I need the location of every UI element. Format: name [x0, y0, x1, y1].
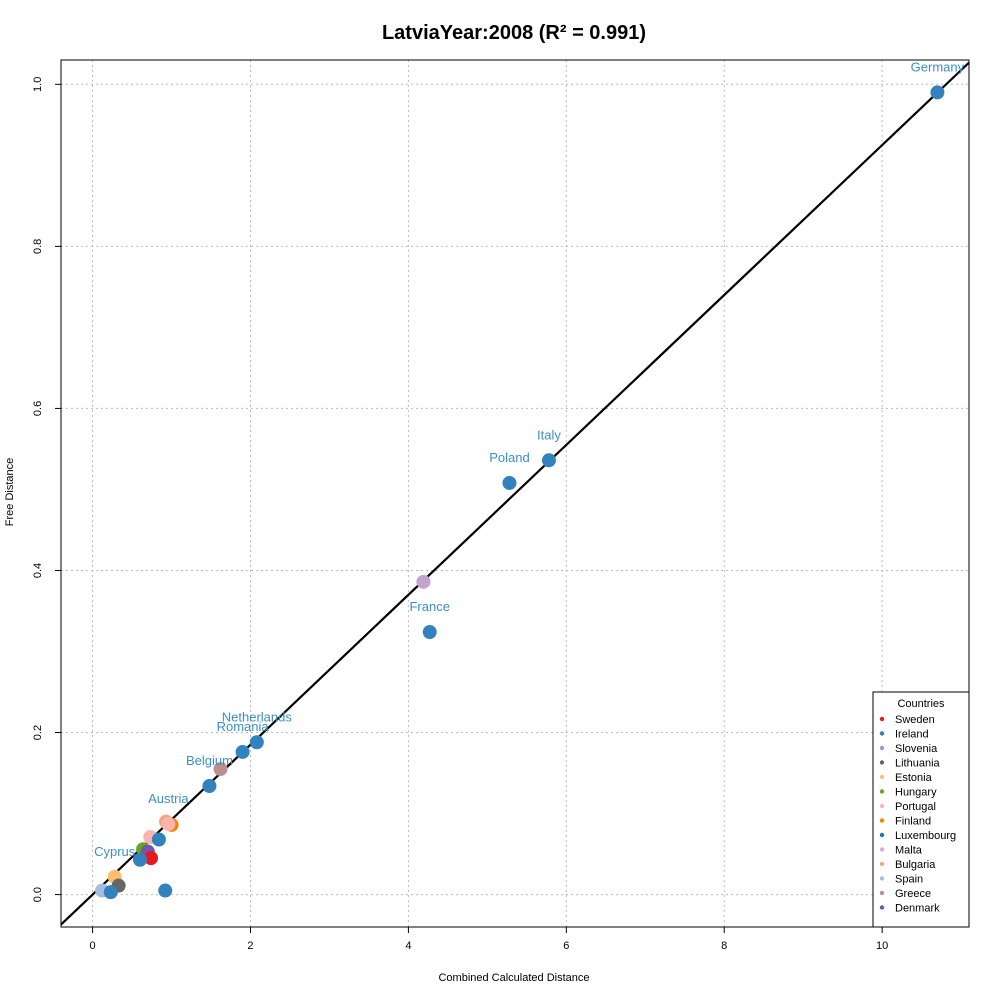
legend-entry: Greece [895, 888, 931, 900]
data-point [541, 453, 556, 468]
x-tick-label: 4 [405, 940, 411, 952]
data-point [502, 475, 517, 490]
grid-lines [61, 60, 969, 927]
legend-swatch [879, 774, 885, 780]
legend-swatch [879, 818, 885, 823]
y-tick-label: 0.2 [32, 725, 44, 740]
point-label: Cyprus [94, 844, 136, 859]
data-point [151, 832, 166, 847]
point-label: Poland [489, 450, 529, 465]
y-tick-label: 0.6 [32, 401, 44, 416]
legend-entry: Ireland [895, 729, 929, 741]
legend-swatch [879, 832, 885, 838]
legend-title: Countries [897, 698, 945, 710]
data-point [161, 817, 176, 832]
legend-swatch [879, 745, 885, 751]
legend-entry: Spain [895, 874, 923, 886]
point-label: Romania [217, 719, 270, 734]
data-point [930, 85, 945, 100]
data-point [235, 744, 250, 759]
x-tick-label: 6 [563, 940, 569, 952]
y-tick-label: 0.8 [32, 239, 44, 254]
data-point [132, 852, 147, 867]
legend-swatch [879, 760, 885, 765]
y-tick-label: 0.4 [32, 563, 44, 578]
legend-entry: Bulgaria [895, 859, 936, 871]
chart-title: LatviaYear:2008 (R² = 0.991) [382, 22, 646, 44]
legend: Countries Sweden Ireland Slovenia Lithuania… [872, 691, 970, 928]
legend-swatch [879, 905, 885, 910]
data-point [144, 851, 159, 866]
legend-entry: Slovenia [895, 743, 938, 755]
legend-entry: Sweden [895, 714, 935, 726]
y-tick-label: 1.0 [32, 77, 44, 92]
legend-swatch [879, 847, 885, 852]
legend-swatch [879, 789, 885, 794]
legend-entry: Malta [895, 845, 923, 857]
data-point [249, 735, 264, 750]
legend-swatch [879, 803, 885, 809]
legend-swatch [879, 716, 885, 722]
point-label: Belgium [186, 753, 233, 768]
legend-swatch [879, 731, 885, 736]
data-point [422, 625, 437, 640]
point-label: Italy [537, 427, 561, 442]
y-tick-label: 0.0 [32, 887, 44, 902]
x-tick-label: 2 [247, 940, 253, 952]
point-label: Netherlands [222, 709, 293, 724]
regression-line [60, 61, 970, 926]
fit-line [60, 61, 970, 926]
legend-entry: Estonia [895, 772, 933, 784]
point-label: Austria [148, 791, 189, 806]
data-point [158, 883, 173, 898]
legend-entry: Luxembourg [895, 830, 956, 842]
x-tick-label: 0 [90, 940, 96, 952]
data-points [95, 85, 945, 900]
legend-entry: Denmark [895, 903, 940, 915]
axes: 0 2 4 6 8 10 0.0 0.2 0.4 0.6 0.8 1.0 [32, 77, 888, 952]
legend-entry: Finland [895, 816, 931, 828]
legend-box [872, 691, 970, 928]
point-labels: Germany Italy Poland France NetherlandsRoman… [94, 59, 965, 858]
legend-swatch [879, 876, 885, 881]
data-point [202, 779, 217, 794]
y-axis-label: Free Distance [4, 458, 16, 526]
x-axis-label: Combined Calculated Distance [438, 972, 589, 984]
point-label: France [409, 599, 449, 614]
data-point [103, 885, 118, 900]
legend-swatch [879, 890, 885, 896]
point-label: Germany [911, 59, 965, 74]
plot-frame [60, 59, 970, 928]
data-point [416, 574, 431, 589]
legend-entry: Portugal [895, 801, 936, 813]
legend-swatch [879, 861, 885, 867]
data-point [213, 761, 228, 776]
x-tick-label: 10 [876, 940, 888, 952]
x-tick-label: 8 [721, 940, 727, 952]
legend-entry: Lithuania [895, 758, 941, 770]
legend-entry: Hungary [895, 787, 937, 799]
